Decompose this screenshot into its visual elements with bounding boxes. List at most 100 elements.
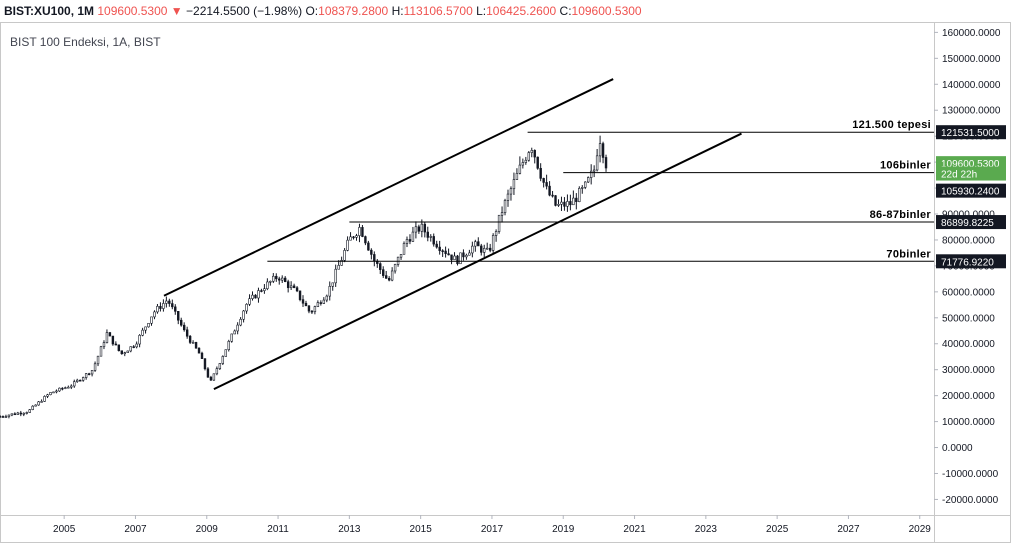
x-tick-label: 2005 (53, 524, 76, 535)
candle-up (84, 373, 88, 378)
symbol-label[interactable]: BIST:XU100, 1M (4, 4, 95, 18)
candle-up (396, 256, 400, 265)
candle-down (61, 387, 64, 390)
candle-down (13, 413, 17, 416)
candle-up (191, 342, 195, 344)
price-axis-tag-bg (936, 254, 1006, 269)
candle-down (575, 197, 578, 202)
price-axis-tag-label: 86899.8225 (941, 218, 994, 229)
price-chart[interactable]: BIST 100 Endeksi, 1A, BIST 2005 2007 2009 2… (0, 22, 1011, 543)
candle-up (245, 303, 248, 312)
candle-up (322, 299, 326, 304)
candle-down (180, 319, 183, 326)
candle-up (328, 286, 331, 297)
candle-down (545, 182, 548, 187)
candle-down (536, 156, 539, 169)
close-label: C: (559, 4, 572, 18)
x-tick-label: 2021 (623, 524, 646, 535)
candle-up (129, 346, 132, 352)
candle-up (22, 412, 25, 415)
candle-up (138, 334, 141, 345)
symbol-header: BIST:XU100, 1M 109600.5300 ▼ −2214.5500 … (4, 2, 642, 20)
candle-up (147, 322, 150, 328)
candle-up (527, 152, 530, 161)
candle-up (497, 214, 501, 232)
level-annotation: 106binler (880, 160, 931, 172)
candle-up (153, 311, 156, 318)
candle-down (200, 352, 204, 359)
candle-down (171, 303, 174, 308)
candle-down (450, 254, 453, 261)
candle-down (447, 253, 450, 256)
chart-border (0, 22, 1011, 543)
candle-down (304, 302, 308, 307)
candle-down (111, 335, 115, 345)
x-tick-label: 2017 (481, 524, 504, 535)
candle-down (132, 346, 135, 348)
candle-down (298, 290, 302, 300)
candle-up (524, 159, 528, 163)
candle-down (286, 281, 290, 289)
candle-down (367, 242, 370, 251)
candle-up (468, 252, 471, 256)
candle-up (503, 200, 507, 213)
y-tick-label: -10000.0000 (942, 469, 999, 480)
price-axis-tag: 105930.2400 (936, 183, 1006, 198)
y-tick-label: 30000.0000 (942, 365, 995, 376)
candle-down (444, 250, 447, 254)
candle-up (46, 394, 49, 397)
candle-up (491, 235, 495, 251)
candle-up (93, 363, 97, 371)
candle-up (269, 280, 272, 283)
candle-up (572, 197, 575, 206)
candle-up (16, 412, 20, 415)
candle-up (135, 343, 138, 348)
candle-up (355, 235, 358, 238)
candle-down (117, 344, 121, 351)
candle-up (578, 188, 581, 202)
candle-down (278, 278, 281, 281)
candle-up (76, 379, 79, 382)
candle-down (370, 249, 373, 255)
candle-down (384, 275, 388, 279)
candle-up (486, 247, 489, 250)
candle-down (260, 290, 263, 292)
candle-up (64, 387, 67, 389)
candle-down (488, 247, 492, 251)
candle-up (43, 396, 46, 402)
x-tick-label: 2015 (410, 524, 433, 535)
candle-down (182, 324, 186, 331)
candle-up (325, 295, 328, 301)
x-tick-label: 2027 (837, 524, 860, 535)
price-axis-tag-bg (936, 215, 1006, 230)
price-axis-tag-label: 105930.2400 (941, 187, 1000, 198)
level-annotation: 86-87binler (870, 209, 932, 221)
y-tick-label: 80000.0000 (942, 235, 995, 246)
y-tick-label: 160000.0000 (942, 28, 1001, 39)
candle-up (506, 193, 510, 201)
candle-up (251, 294, 254, 299)
candle-up (592, 169, 596, 172)
candle-up (584, 181, 587, 188)
candle-up (10, 413, 14, 416)
candle-up (55, 390, 58, 393)
candle-down (114, 343, 118, 346)
candle-up (560, 201, 563, 205)
chart-frame[interactable]: BIST 100 Endeksi, 1A, BIST 2005 2007 2009 2… (0, 22, 1011, 543)
candle-up (215, 368, 219, 375)
candle-up (471, 245, 474, 254)
candle-up (236, 324, 239, 332)
candle-up (405, 239, 409, 244)
candle-down (197, 347, 201, 354)
candle-up (248, 298, 251, 305)
candle-up (28, 409, 31, 413)
price-axis-tag-label: 109600.5300 (941, 159, 1000, 170)
level-annotation: 70binler (886, 248, 931, 260)
candle-up (346, 239, 349, 251)
price-axis-tag-label: 22d 22h (941, 170, 977, 181)
candle-down (159, 305, 162, 309)
candle-up (420, 223, 424, 232)
candle-down (307, 305, 311, 312)
close-value: 109600.5300 (571, 4, 642, 18)
candle-down (604, 157, 608, 169)
